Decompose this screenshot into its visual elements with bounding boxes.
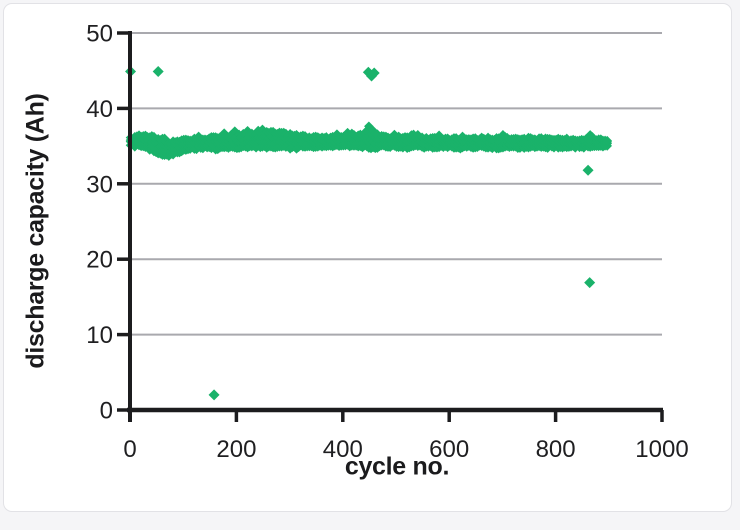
outlier-point bbox=[584, 277, 596, 289]
data-point bbox=[496, 133, 506, 143]
x-tick-label: 400 bbox=[323, 436, 363, 463]
x-tick-label: 1000 bbox=[635, 436, 688, 463]
data-point bbox=[242, 125, 253, 136]
data-point bbox=[236, 131, 246, 142]
data-point bbox=[361, 125, 372, 136]
x-tick-label: 0 bbox=[123, 436, 136, 463]
x-tick-label: 200 bbox=[216, 436, 256, 463]
data-point bbox=[587, 132, 598, 142]
outlier-point bbox=[582, 164, 594, 176]
x-tick-label: 600 bbox=[429, 436, 469, 463]
data-point bbox=[602, 135, 613, 146]
x-tick-label: 800 bbox=[536, 436, 576, 463]
data-point bbox=[389, 129, 400, 140]
y-tick-label: 20 bbox=[86, 247, 113, 274]
outlier-point bbox=[368, 67, 380, 79]
y-tick-label: 30 bbox=[86, 171, 113, 198]
data-point bbox=[257, 124, 268, 135]
data-point bbox=[193, 131, 204, 142]
y-tick-label: 40 bbox=[86, 96, 113, 123]
y-axis-title: discharge capacity (Ah) bbox=[21, 93, 50, 369]
data-point bbox=[434, 130, 444, 141]
outlier-point bbox=[208, 389, 220, 401]
y-tick-label: 50 bbox=[86, 21, 113, 48]
data-point bbox=[432, 133, 442, 143]
data-point bbox=[251, 129, 261, 139]
data-point bbox=[255, 127, 266, 138]
data-point bbox=[364, 121, 374, 132]
data-point bbox=[368, 125, 378, 136]
outlier-point bbox=[152, 65, 164, 77]
y-tick-label: 10 bbox=[86, 322, 113, 349]
x-axis-title: cycle no. bbox=[344, 452, 450, 481]
data-point bbox=[372, 129, 383, 139]
y-tick-label: 0 bbox=[100, 398, 113, 425]
data-point bbox=[342, 127, 353, 138]
